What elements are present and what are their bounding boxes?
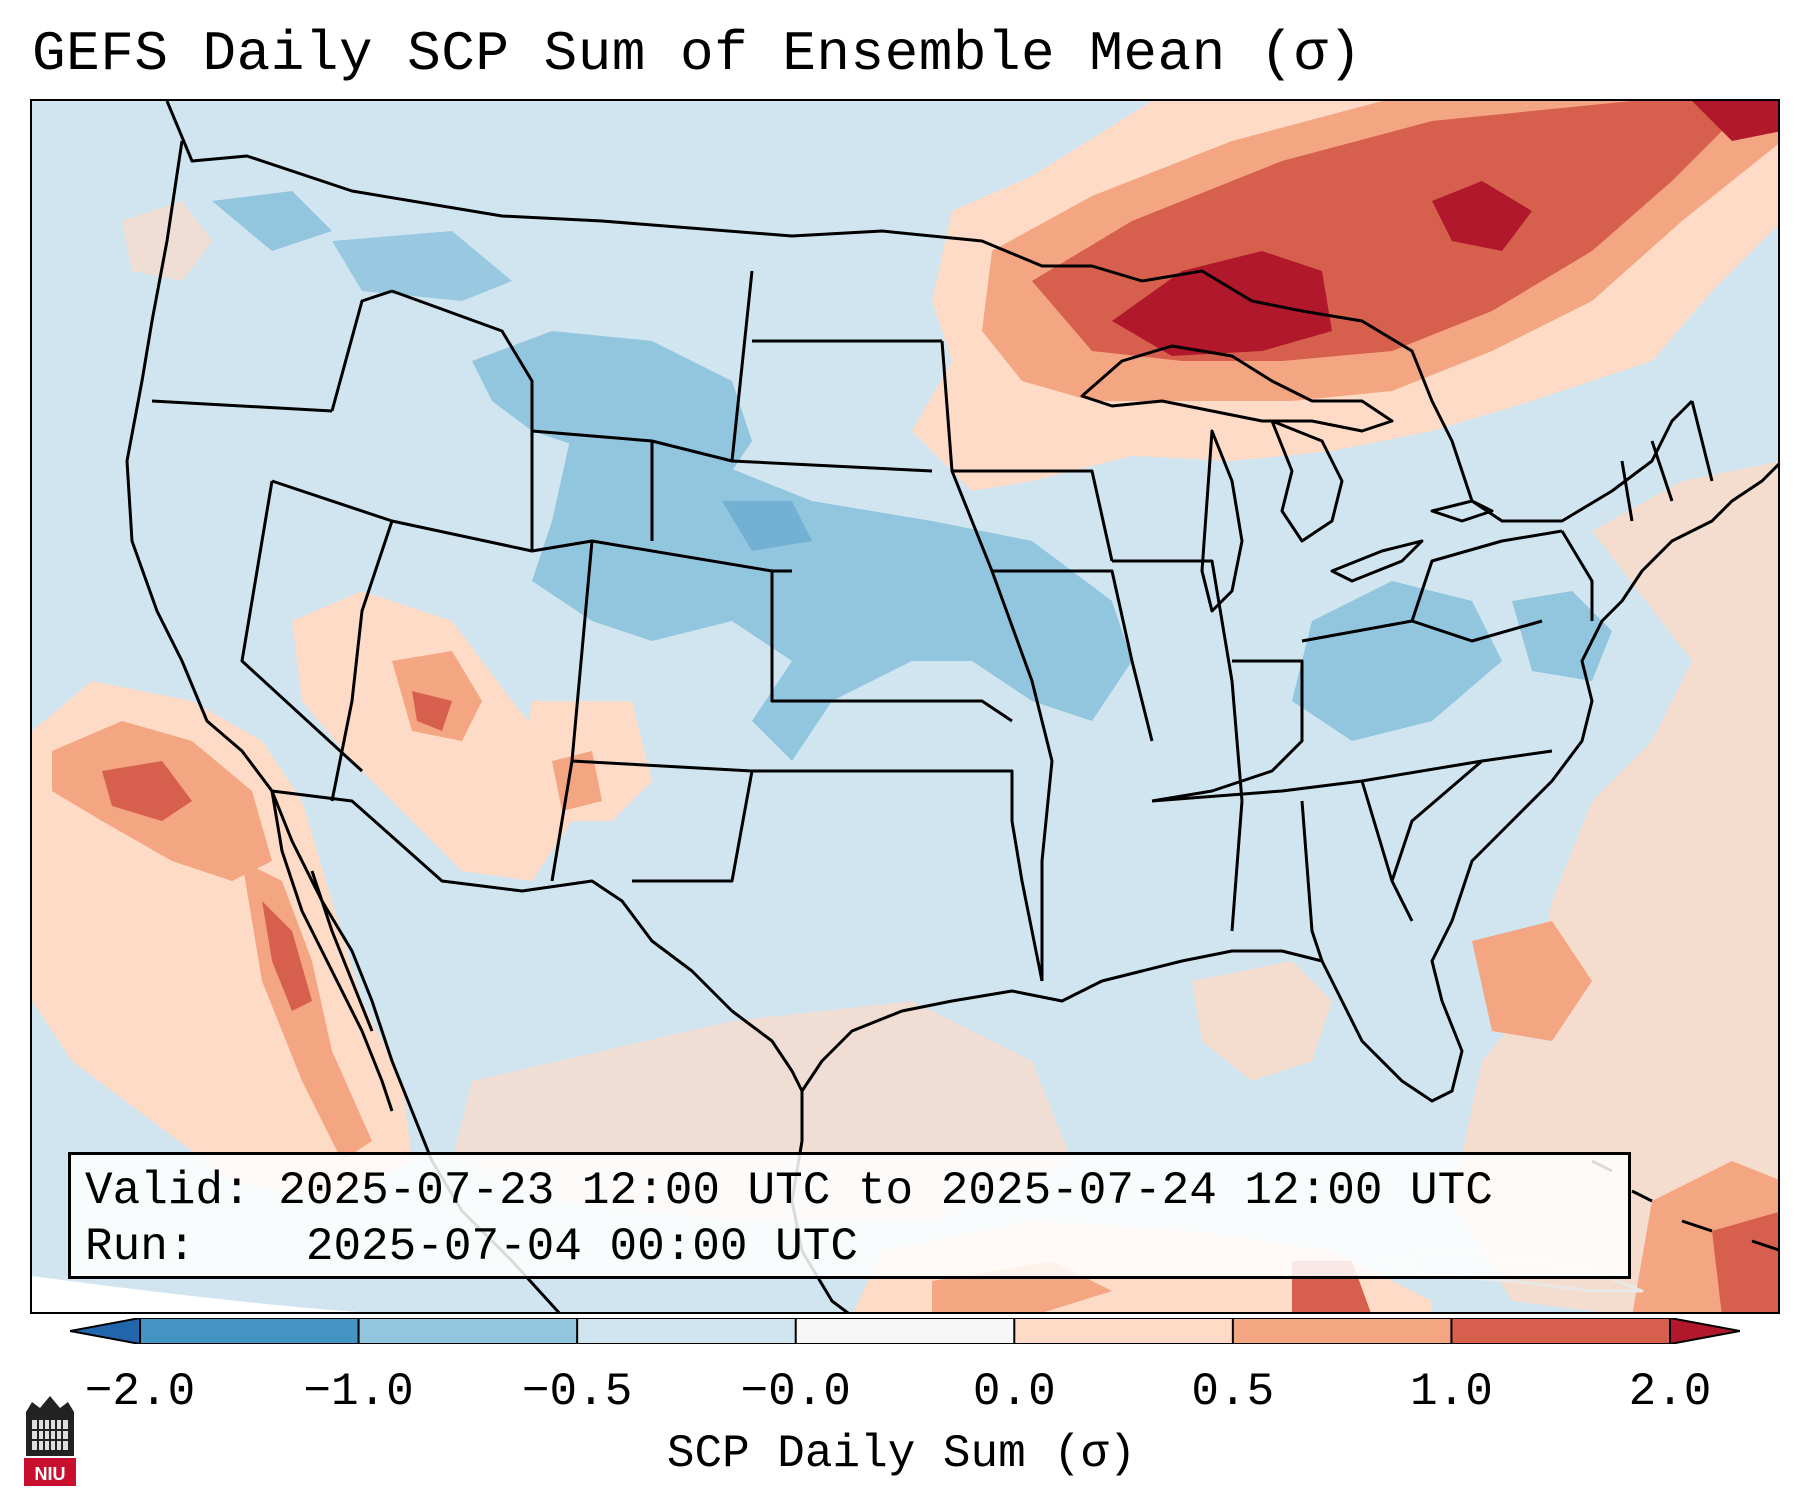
colorbar-tick-label: −0.5 (521, 1366, 633, 1418)
scp-anomaly-field (32, 101, 1778, 1312)
valid-run-info-box: Valid: 2025-07-23 12:00 UTC to 2025-07-2… (68, 1152, 1631, 1279)
gulf-coast (800, 920, 1464, 1103)
lake-erie (1330, 539, 1424, 583)
state-lines (151, 270, 1714, 982)
colorbar-bin (795, 1318, 1015, 1344)
colorbar-tick-label: 0.0 (972, 1366, 1056, 1418)
valid-label: Valid: (85, 1165, 251, 1217)
colorbar (70, 1318, 1740, 1344)
lake-huron (1270, 419, 1344, 543)
colorbar-tick-label: −0.0 (740, 1366, 851, 1418)
colorbar-bin (577, 1318, 797, 1344)
colorbar-tick-label: −1.0 (303, 1366, 414, 1418)
colorbar-tick-label: 0.5 (1191, 1366, 1275, 1418)
east-coast (1450, 462, 1778, 922)
map-title: GEFS Daily SCP Sum of Ensemble Mean (σ) (32, 22, 1363, 86)
lake-superior (1080, 344, 1394, 433)
colorbar-extend-low (70, 1318, 140, 1344)
colorbar-tick-label: 2.0 (1628, 1366, 1712, 1418)
lake-ontario (1430, 499, 1494, 523)
colorbar-extend-high (1670, 1318, 1740, 1344)
niu-logo-text: NIU (35, 1464, 66, 1484)
colorbar-bin (1451, 1318, 1671, 1344)
colorbar-label: SCP Daily Sum (σ) (666, 1428, 1137, 1480)
run-value: 2025-07-04 00:00 UTC (305, 1221, 858, 1273)
colorbar-bin (140, 1318, 360, 1344)
us-mexico-border (271, 789, 804, 1092)
colorbar-tick-label: −2.0 (84, 1366, 196, 1418)
colorbar-tick-label: 1.0 (1410, 1366, 1493, 1418)
colorbar-bin (358, 1318, 578, 1344)
colorbar-bin (1232, 1318, 1452, 1344)
colorbar-bin (1014, 1318, 1234, 1344)
projection-edge (32, 1276, 359, 1312)
niu-logo: NIU (24, 1396, 76, 1486)
valid-value: 2025-07-23 12:00 UTC to 2025-07-24 12:00… (278, 1165, 1493, 1217)
us-canada-border (165, 101, 1694, 523)
run-label: Run: (85, 1221, 196, 1273)
lake-michigan (1200, 429, 1244, 613)
baja-peninsula (270, 790, 394, 1112)
map-panel (30, 99, 1780, 1314)
map-svg (32, 101, 1778, 1312)
